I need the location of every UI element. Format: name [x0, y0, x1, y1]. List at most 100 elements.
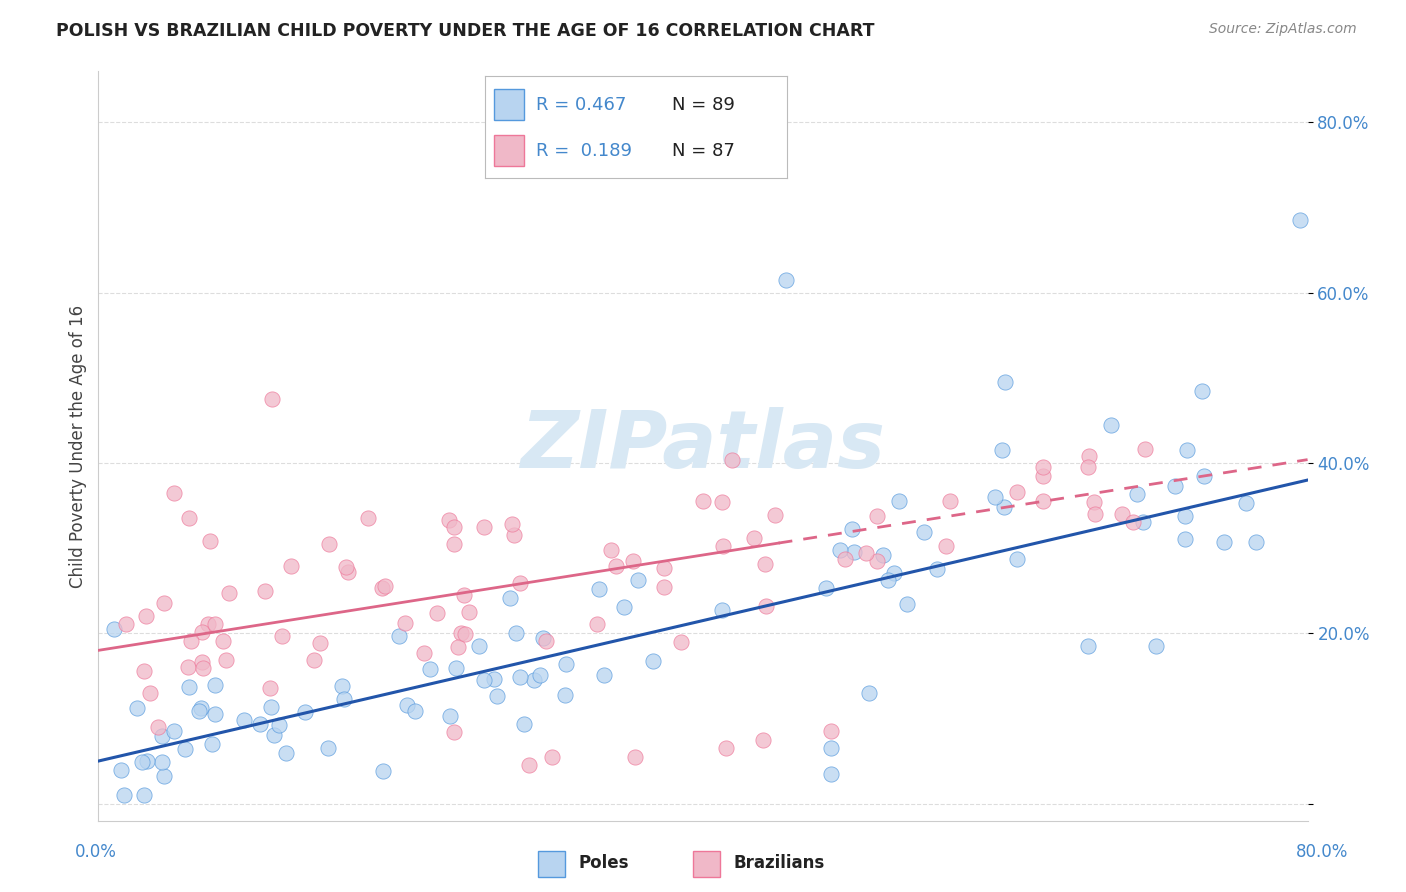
- Point: [443, 520, 465, 534]
- Point: [426, 607, 449, 621]
- Point: [454, 627, 477, 641]
- Bar: [693, 851, 720, 877]
- Point: [522, 673, 544, 687]
- Point: [249, 716, 271, 731]
- Point: [333, 692, 356, 706]
- Point: [309, 636, 332, 650]
- Point: [335, 560, 357, 574]
- Text: Brazilians: Brazilians: [734, 854, 825, 872]
- Point: [337, 565, 360, 579]
- Point: [1246, 535, 1268, 549]
- Point: [692, 494, 714, 508]
- Point: [110, 763, 132, 777]
- Point: [179, 680, 201, 694]
- Point: [935, 539, 957, 553]
- Point: [112, 788, 135, 802]
- Point: [177, 660, 200, 674]
- Point: [763, 508, 786, 523]
- Point: [505, 625, 527, 640]
- Point: [190, 701, 212, 715]
- Point: [1032, 494, 1054, 508]
- Point: [613, 600, 636, 615]
- Point: [499, 591, 522, 606]
- Point: [262, 392, 284, 407]
- Point: [866, 554, 889, 568]
- Point: [540, 749, 562, 764]
- Point: [152, 596, 174, 610]
- Point: [204, 707, 226, 722]
- Point: [439, 709, 461, 723]
- Point: [517, 758, 540, 772]
- Point: [641, 654, 664, 668]
- Point: [437, 513, 460, 527]
- Point: [191, 660, 214, 674]
- Point: [1174, 509, 1197, 524]
- Point: [1005, 551, 1028, 566]
- Point: [318, 537, 340, 551]
- Point: [103, 622, 125, 636]
- Point: [200, 534, 222, 549]
- Point: [1234, 496, 1257, 510]
- Point: [912, 525, 935, 540]
- Point: [212, 634, 235, 648]
- Point: [472, 520, 495, 534]
- Point: [509, 576, 531, 591]
- Text: R = 0.467: R = 0.467: [537, 95, 627, 113]
- Point: [534, 633, 557, 648]
- Point: [883, 566, 905, 580]
- Text: N = 87: N = 87: [672, 142, 735, 160]
- Point: [513, 717, 536, 731]
- Point: [896, 597, 918, 611]
- Point: [191, 625, 214, 640]
- Bar: [494, 89, 524, 120]
- Point: [356, 510, 378, 524]
- Point: [820, 741, 842, 756]
- Point: [253, 584, 276, 599]
- Point: [600, 542, 623, 557]
- Point: [1077, 460, 1099, 475]
- Bar: [537, 851, 565, 877]
- Text: Poles: Poles: [578, 854, 628, 872]
- Point: [744, 532, 766, 546]
- Point: [1077, 639, 1099, 653]
- Point: [1174, 532, 1197, 546]
- Point: [605, 558, 627, 573]
- Point: [263, 728, 285, 742]
- Point: [197, 616, 219, 631]
- Point: [204, 617, 226, 632]
- Point: [446, 661, 468, 675]
- Point: [1122, 516, 1144, 530]
- Point: [1111, 507, 1133, 521]
- Y-axis label: Child Poverty Under the Age of 16: Child Poverty Under the Age of 16: [69, 304, 87, 588]
- Point: [820, 724, 842, 739]
- Point: [858, 686, 880, 700]
- Point: [316, 740, 339, 755]
- Text: R =  0.189: R = 0.189: [537, 142, 633, 160]
- Point: [1191, 384, 1213, 398]
- Text: 80.0%: 80.0%: [1295, 843, 1348, 861]
- Point: [1133, 442, 1156, 457]
- Point: [395, 698, 418, 712]
- Point: [585, 617, 607, 632]
- Point: [132, 664, 155, 678]
- Point: [419, 663, 441, 677]
- Point: [624, 749, 647, 764]
- Point: [163, 724, 186, 739]
- Point: [621, 554, 644, 568]
- Point: [844, 545, 866, 559]
- Point: [135, 755, 157, 769]
- Point: [370, 582, 392, 596]
- Point: [815, 582, 838, 596]
- Point: [276, 746, 298, 760]
- Point: [721, 452, 744, 467]
- Point: [592, 668, 614, 682]
- Point: [993, 500, 1015, 514]
- Point: [711, 495, 734, 509]
- Point: [755, 599, 778, 613]
- Text: N = 89: N = 89: [672, 95, 735, 113]
- Point: [131, 755, 153, 769]
- Point: [1212, 534, 1234, 549]
- Point: [374, 579, 396, 593]
- Bar: [494, 136, 524, 166]
- Point: [150, 756, 173, 770]
